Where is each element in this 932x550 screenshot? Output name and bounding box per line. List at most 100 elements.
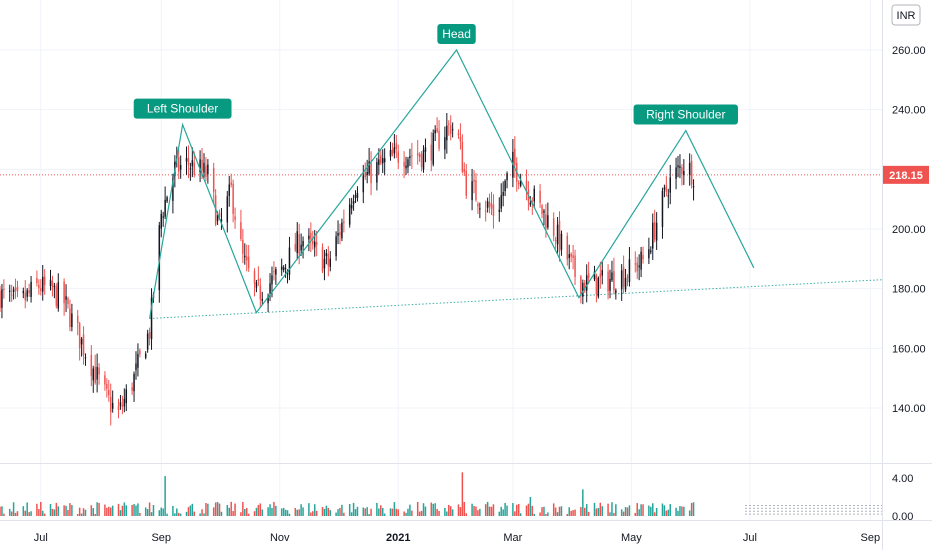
- volume-bar: [232, 510, 234, 516]
- volume-bar: [529, 497, 532, 516]
- candle-body: [160, 213, 162, 229]
- volume-bar: [407, 508, 409, 516]
- volume-bar: [275, 505, 277, 516]
- volume-bar: [244, 509, 246, 516]
- volume-bar: [125, 505, 128, 516]
- candle-body: [12, 289, 15, 292]
- price-tick-label: 200.00: [892, 224, 926, 236]
- price-tick-label: 260.00: [892, 45, 926, 57]
- neckline-layer: [149, 279, 883, 319]
- volume-bar: [650, 506, 652, 516]
- candle-body: [275, 269, 277, 275]
- volume-bar: [411, 510, 413, 516]
- candle-body: [10, 294, 13, 296]
- volume-bar: [444, 507, 446, 516]
- volume-bar: [269, 504, 271, 516]
- candle-body: [133, 373, 135, 392]
- candle-body: [529, 202, 532, 205]
- candle-body: [432, 133, 434, 165]
- candle-body: [362, 175, 365, 193]
- candle-body: [24, 292, 27, 301]
- candle-body: [38, 284, 40, 289]
- volume-bar: [547, 512, 549, 516]
- candle-body: [556, 224, 559, 245]
- volume-bar: [613, 512, 615, 516]
- volume-bar: [403, 511, 405, 516]
- candle-body: [109, 396, 112, 413]
- candle-body: [626, 276, 629, 278]
- volume-bar: [626, 507, 629, 516]
- candle-body: [106, 383, 108, 389]
- volume-bar: [543, 506, 545, 516]
- candle-body: [420, 153, 423, 168]
- volume-bar: [40, 501, 42, 516]
- time-tick-label: Jul: [743, 532, 757, 544]
- candle-body: [177, 156, 180, 172]
- volume-bar: [545, 513, 547, 516]
- volume-bar: [76, 514, 79, 516]
- volume-bar: [300, 504, 302, 516]
- candle-body: [191, 160, 194, 167]
- candle-body: [593, 271, 596, 280]
- volume-bar: [560, 506, 563, 516]
- candle-body: [486, 201, 489, 208]
- candle-body: [669, 177, 671, 193]
- volume-bar: [133, 504, 135, 516]
- volume-bar: [552, 503, 555, 516]
- candle-body: [688, 162, 691, 175]
- volume-bar: [242, 502, 244, 516]
- candle-body: [108, 390, 110, 396]
- candle-body: [158, 225, 161, 291]
- volume-bar: [271, 507, 273, 516]
- candle-body: [288, 247, 291, 275]
- volume-bar: [677, 510, 679, 516]
- volume-bar: [574, 509, 576, 516]
- volume-bar: [185, 511, 188, 516]
- volume-bar: [261, 509, 264, 516]
- volume-bar: [36, 503, 38, 516]
- candle-body: [552, 218, 555, 236]
- volume-bar: [525, 505, 528, 516]
- last-price-label: 218.15: [889, 170, 923, 182]
- candle-body: [525, 180, 528, 189]
- candle-body: [655, 222, 658, 241]
- candle-body: [189, 168, 192, 170]
- volume-bar: [228, 507, 230, 516]
- volume-bar: [463, 502, 466, 516]
- volume-bar: [681, 506, 683, 516]
- candle-body: [312, 240, 314, 245]
- candle-body: [570, 253, 572, 257]
- volume-bar: [323, 508, 326, 516]
- volume-bar: [104, 504, 106, 516]
- volume-bar: [3, 513, 5, 516]
- volume-bar: [55, 502, 58, 516]
- volume-bar: [661, 503, 664, 516]
- candle-body: [492, 204, 495, 216]
- volume-bar: [0, 506, 1, 516]
- volume-bar: [531, 505, 534, 516]
- candle-body: [350, 205, 353, 209]
- volume-bar: [370, 508, 372, 516]
- volume-bar: [212, 507, 215, 516]
- candle-body: [354, 195, 357, 198]
- candle-body: [479, 208, 481, 210]
- volume-bar: [321, 506, 324, 516]
- volume-bar: [459, 507, 462, 516]
- candle-body: [393, 147, 396, 154]
- volume-bar: [78, 507, 81, 516]
- volume-bar: [135, 505, 137, 516]
- volume-bar: [383, 513, 386, 516]
- candle-body: [531, 200, 534, 202]
- volume-bar: [51, 508, 54, 516]
- candle-body: [611, 272, 613, 281]
- volume-bar: [607, 503, 609, 516]
- candle-body: [273, 271, 275, 273]
- volume-bar: [67, 509, 69, 516]
- candle-body: [364, 172, 366, 177]
- volume-bar: [294, 507, 297, 516]
- volume-bar: [356, 506, 359, 516]
- volume-bar: [166, 513, 168, 516]
- volume-bar: [158, 510, 161, 516]
